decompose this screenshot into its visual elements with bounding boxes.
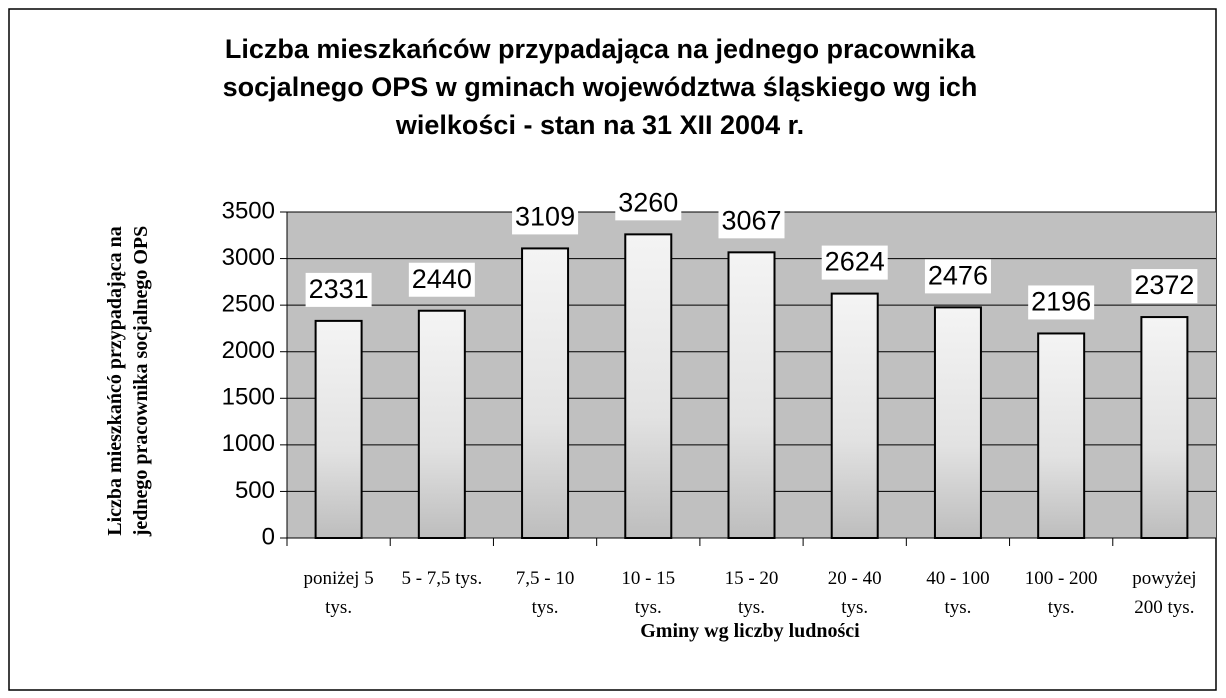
value-label-bg (408, 262, 475, 297)
value-label-bg (615, 186, 682, 221)
x-tick-label: 15 - 20 tys. (724, 568, 779, 618)
y-tick-label: 3000 (222, 244, 275, 271)
value-label-bg (718, 204, 785, 239)
x-tick-label: 10 - 15 tys. (621, 568, 676, 618)
bar (314, 319, 363, 539)
bar (1140, 316, 1189, 540)
bar (624, 233, 673, 539)
x-tick-label: poniżej 5 tys. (303, 568, 374, 618)
y-tick-label: 2000 (222, 337, 275, 364)
chart-title: Liczba mieszkańców przypadająca na jedne… (222, 34, 978, 140)
y-tick-label: 1000 (222, 430, 275, 457)
x-tick-label: 20 - 40 tys. (827, 568, 882, 618)
x-tick-label: 40 - 100 tys. (926, 568, 990, 618)
value-label: 2476 (928, 261, 988, 291)
value-label-bg (305, 272, 372, 307)
x-tick-label: 5 - 7,5 tys. (401, 568, 483, 589)
bar (521, 247, 570, 539)
bar (830, 292, 879, 539)
value-label: 2624 (825, 247, 885, 277)
value-label-bg (924, 259, 991, 294)
y-tick-label: 0 (262, 523, 275, 550)
y-axis-title: Liczba mieszkańcó przypadająca na jedneg… (104, 225, 152, 537)
value-label-bg (1131, 269, 1198, 304)
y-tick-label: 2500 (222, 290, 275, 317)
value-label: 3067 (721, 205, 781, 235)
x-axis-title: Gminy wg liczby ludności (640, 620, 860, 642)
x-tick-label: powyżej 200 tys. (1132, 568, 1197, 618)
value-label: 2196 (1031, 287, 1091, 317)
y-tick-label: 3500 (222, 197, 275, 224)
bar (1037, 332, 1086, 539)
bar (727, 251, 776, 539)
value-label-bg (512, 200, 579, 235)
value-label: 3260 (618, 187, 678, 217)
x-tick-label: 7,5 - 10 tys. (515, 568, 575, 618)
y-tick-label: 1500 (222, 384, 275, 411)
value-label: 2440 (412, 264, 472, 294)
y-tick-label: 500 (235, 477, 275, 504)
value-label: 2372 (1134, 270, 1194, 300)
value-label: 3109 (515, 202, 575, 232)
value-label: 2331 (309, 274, 369, 304)
value-label-bg (821, 245, 888, 280)
x-tick-label: 100 - 200 tys. (1024, 568, 1098, 618)
value-label-bg (1028, 285, 1095, 320)
bar (417, 309, 466, 539)
bar (933, 306, 982, 540)
